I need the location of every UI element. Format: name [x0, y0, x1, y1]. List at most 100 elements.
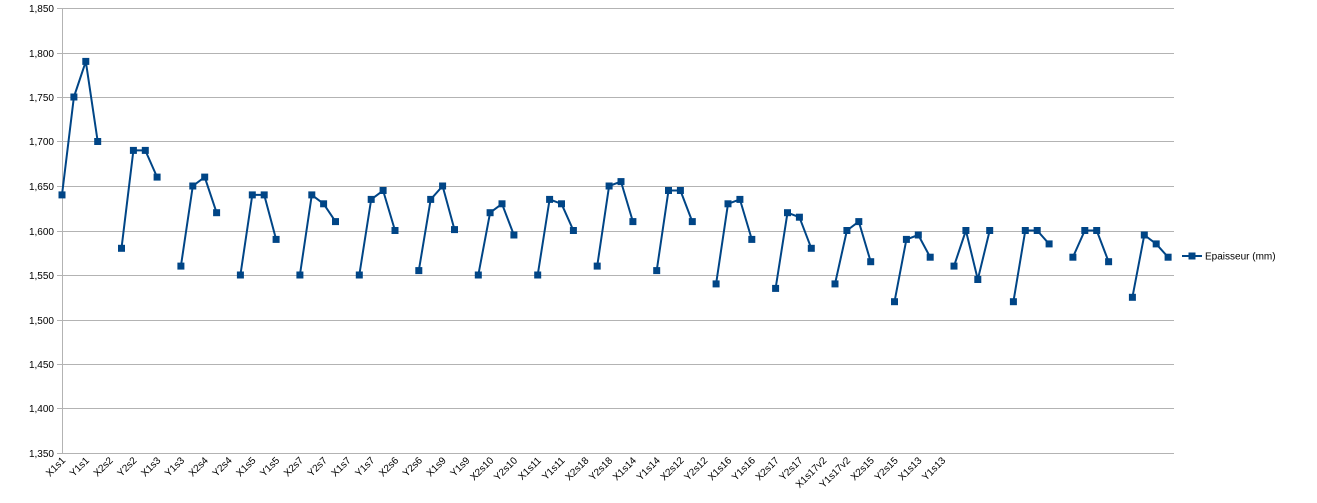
- x-tick-label: Y2s2: [116, 455, 140, 479]
- data-point: [1081, 227, 1089, 234]
- data-point: [58, 191, 66, 199]
- y-tick-label: 1,450: [29, 360, 54, 371]
- x-tick-label: Y1s3: [163, 455, 187, 479]
- series-line: [774, 211, 813, 289]
- x-tick-label: Y2s18: [587, 455, 615, 483]
- y-tick-label: 1,750: [29, 93, 54, 104]
- series-line: [417, 185, 456, 271]
- series-line: [298, 193, 337, 276]
- x-tick-label: Y1s1: [68, 455, 92, 479]
- x-tick-label: X1s3: [139, 455, 163, 479]
- legend: Epaisseur (mm): [1182, 252, 1276, 263]
- x-tick-label: X1s16: [706, 455, 734, 483]
- data-point: [320, 200, 328, 208]
- x-tick-label: X2s10: [468, 455, 496, 483]
- data-point: [974, 276, 982, 283]
- data-point: [795, 213, 803, 221]
- series-line: [1131, 234, 1169, 298]
- x-tick-label: X2s2: [92, 455, 116, 479]
- x-tick-label: X1s11: [517, 455, 545, 483]
- x-tick-label: X1s14: [611, 455, 639, 483]
- y-tick-label: 1,400: [29, 404, 54, 415]
- data-point: [248, 191, 256, 199]
- data-point: [177, 262, 185, 270]
- gridlines: [57, 8, 1174, 454]
- data-point: [427, 195, 435, 203]
- data-point: [332, 218, 339, 226]
- data-point: [1105, 258, 1113, 266]
- x-tick-label: Y2s15: [873, 455, 901, 483]
- data-point: [82, 57, 90, 65]
- series-line: [715, 198, 753, 285]
- y-tick-label: 1,550: [29, 271, 54, 282]
- x-tick-label: X2s17: [754, 455, 782, 483]
- x-tick-label: Y2s12: [683, 455, 711, 483]
- data-point: [902, 235, 910, 243]
- data-point: [688, 218, 696, 226]
- data-point: [665, 187, 672, 194]
- data-point: [676, 187, 684, 194]
- series-line: [655, 189, 694, 271]
- y-tick-label: 1,850: [29, 4, 54, 15]
- data-point: [1093, 227, 1101, 234]
- data-point: [236, 271, 244, 279]
- data-point: [617, 178, 625, 186]
- data-point: [355, 271, 363, 279]
- y-tick-label: 1,500: [29, 316, 54, 327]
- data-point: [772, 284, 780, 292]
- series-line: [1012, 229, 1050, 302]
- x-tick-label: X1s5: [235, 455, 259, 479]
- data-point: [569, 227, 577, 234]
- x-tick-label: X2s6: [377, 455, 401, 479]
- data-point: [94, 138, 102, 145]
- data-point: [736, 195, 744, 203]
- data-point: [986, 227, 994, 234]
- x-tick-label: Y1s16: [730, 455, 758, 483]
- y-tick-label: 1,650: [29, 182, 54, 193]
- data-point: [498, 200, 506, 208]
- series-line: [477, 202, 515, 276]
- data-point: [474, 271, 482, 279]
- data-point: [1140, 231, 1148, 239]
- x-tick-label: X2s15: [849, 455, 877, 483]
- data-point: [546, 195, 554, 203]
- data-point: [950, 262, 958, 270]
- data-point: [712, 280, 720, 288]
- x-tick-label: X2s7: [282, 455, 306, 479]
- x-tick-label: Y1s5: [258, 455, 282, 479]
- data-point: [1128, 293, 1136, 301]
- data-point: [1152, 240, 1160, 248]
- data-point: [1045, 240, 1053, 248]
- series-line: [536, 198, 575, 276]
- x-tick-label: X1s7: [330, 455, 354, 479]
- data-point: [843, 227, 851, 234]
- data-point: [891, 298, 898, 306]
- data-point: [867, 258, 875, 266]
- x-tick-label: X1s9: [425, 455, 449, 479]
- data-point: [141, 146, 149, 154]
- y-tick-label: 1,350: [29, 449, 54, 460]
- data-point: [1033, 227, 1041, 234]
- legend-marker: [1188, 252, 1196, 260]
- y-tick-label: 1,800: [29, 49, 54, 60]
- series-line: [893, 234, 932, 302]
- legend-label: Epaisseur (mm): [1205, 252, 1276, 263]
- data-point: [272, 235, 280, 243]
- x-tick-label: Y1s14: [635, 455, 663, 483]
- x-tick-label: Y1s13: [920, 455, 948, 483]
- data-point: [153, 173, 161, 181]
- data-point: [367, 195, 375, 203]
- data-point: [451, 226, 458, 234]
- data-point: [129, 146, 137, 154]
- data-point: [962, 227, 970, 234]
- x-tick-label: Y2s4: [211, 455, 235, 479]
- data-point: [308, 191, 316, 199]
- data-point: [653, 267, 661, 275]
- data-point: [629, 218, 637, 226]
- x-tick-label: Y1s11: [540, 455, 568, 483]
- data-point: [807, 244, 815, 252]
- x-tick-label: X1s13: [897, 455, 925, 483]
- data-point: [379, 187, 387, 194]
- data-point: [260, 191, 268, 199]
